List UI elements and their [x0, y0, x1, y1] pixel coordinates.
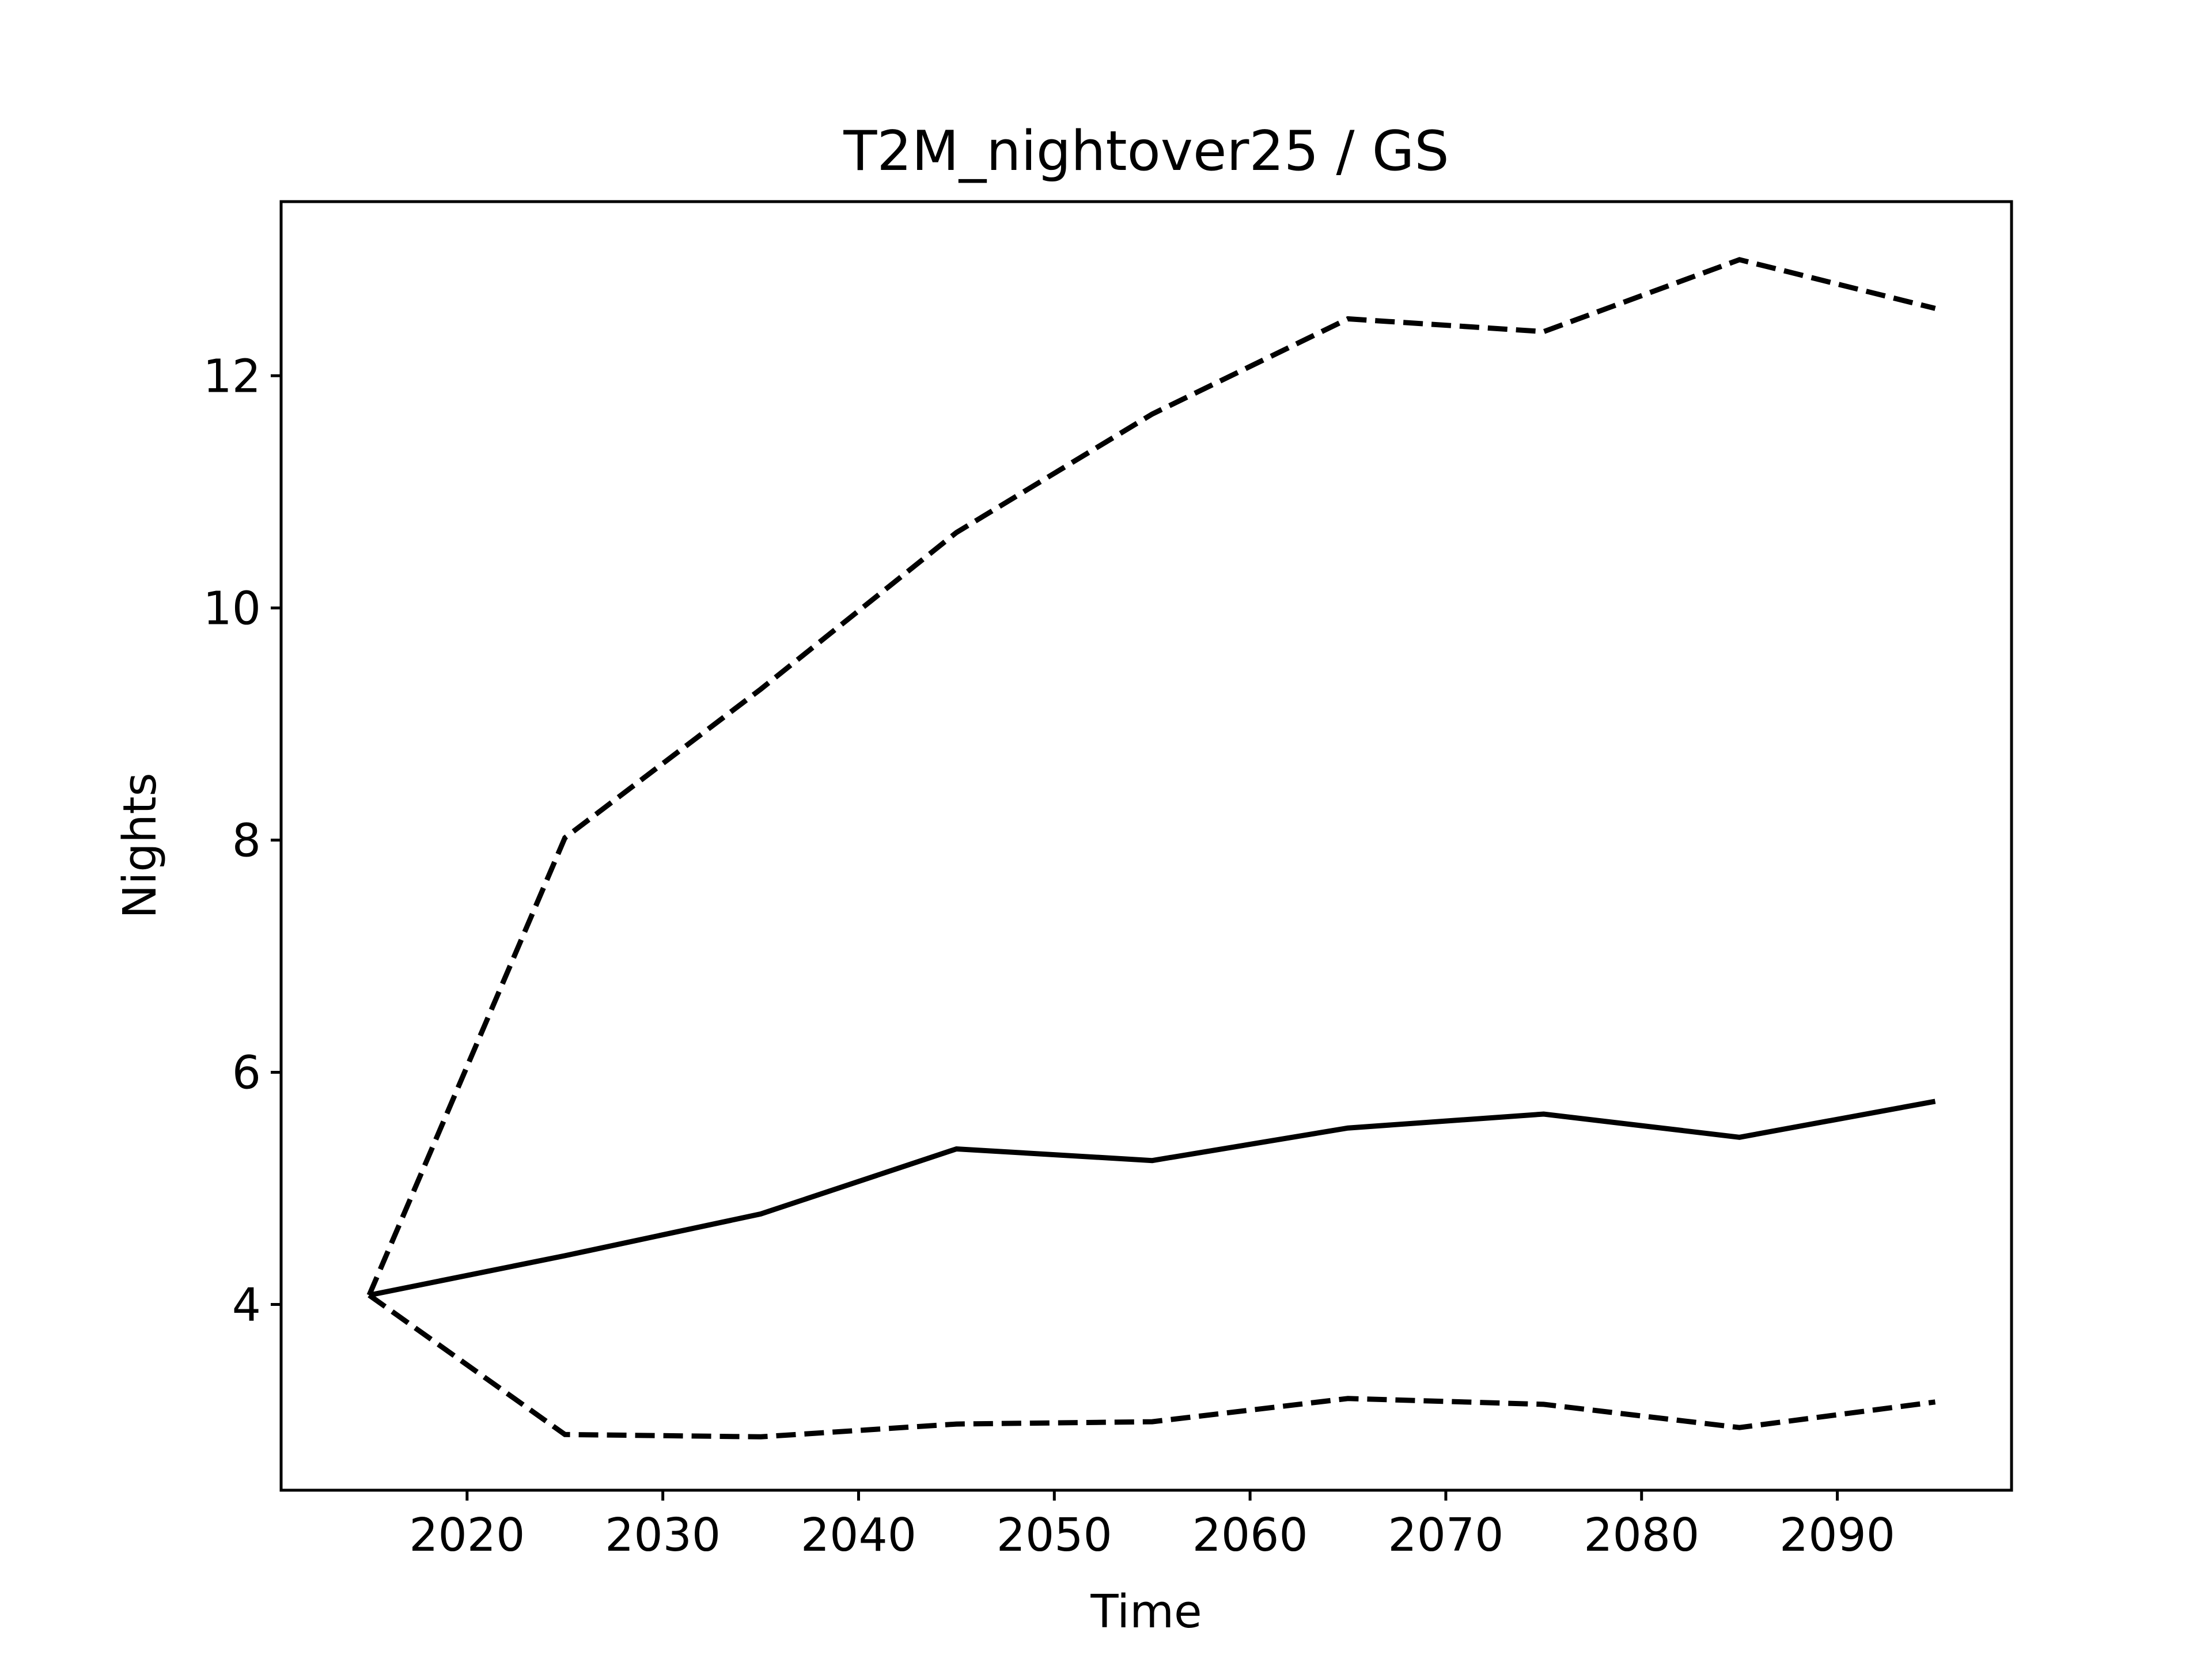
- y-tick-label: 4: [232, 1279, 261, 1332]
- chart-title: T2M_nightover25 / GS: [843, 120, 1449, 183]
- y-axis: 4 6 8 10 12: [203, 350, 281, 1332]
- series-line-1-solid: [369, 1099, 1936, 1298]
- y-tick-label: 10: [203, 582, 261, 635]
- x-axis-label: Time: [1090, 1585, 1202, 1638]
- x-tick-label: 2030: [605, 1509, 721, 1562]
- x-tick-label: 2040: [801, 1509, 916, 1562]
- x-tick-label: 2050: [997, 1509, 1112, 1562]
- x-tick-label: 2020: [409, 1509, 525, 1562]
- y-tick-label: 12: [203, 350, 261, 403]
- x-tick-label: 2070: [1388, 1509, 1503, 1562]
- plot-frame: [279, 200, 2013, 1492]
- x-tick-label: 2090: [1779, 1509, 1895, 1562]
- x-tick-label: 2080: [1584, 1509, 1699, 1562]
- series-line-3-dashed: [368, 1293, 1936, 1440]
- series-lines: [366, 257, 1936, 1440]
- y-tick-label: 8: [232, 814, 261, 867]
- x-tick-label: 2060: [1192, 1509, 1308, 1562]
- y-tick-label: 6: [232, 1046, 261, 1099]
- x-axis: 2020 2030 2040 2050 2060 2070 2080 2090: [409, 1490, 1895, 1562]
- series-line-2-dashed: [366, 257, 1936, 1297]
- y-axis-label: Nights: [113, 772, 166, 918]
